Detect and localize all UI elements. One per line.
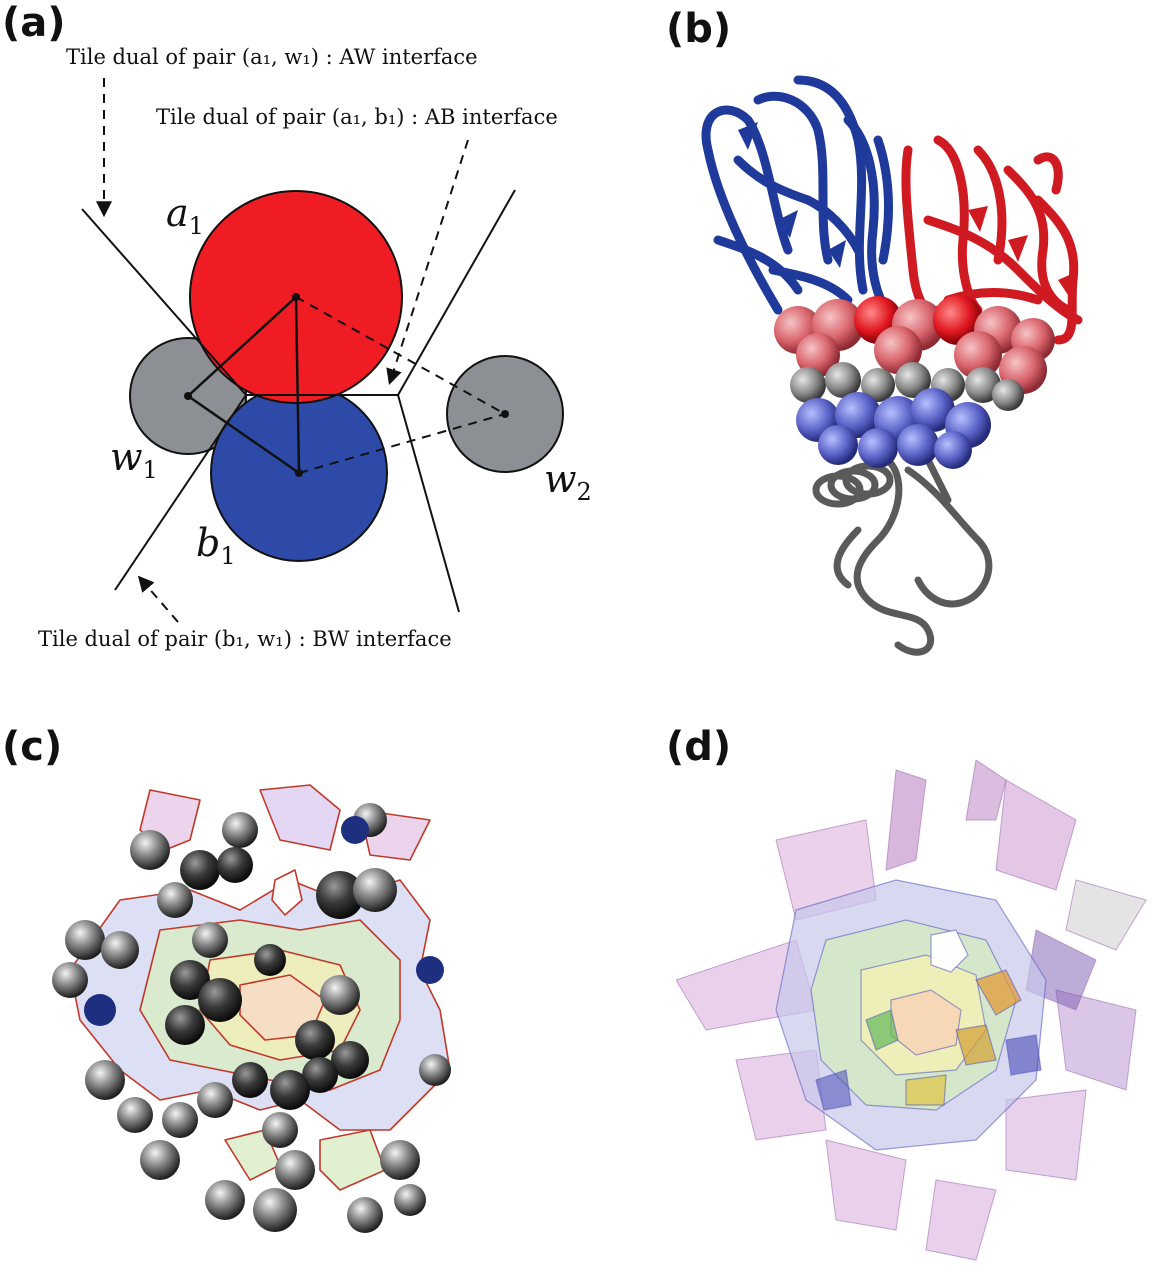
panel-label-d: (d) — [666, 724, 732, 770]
label-w2: w2 — [544, 457, 592, 506]
label-b1: b1 — [196, 521, 236, 570]
annotation-bw-interface: Tile dual of pair (b₁, w₁) : BW interfac… — [38, 627, 452, 651]
dual-edges — [187, 296, 301, 475]
label-w1: w1 — [110, 435, 158, 484]
panel-c-interface-surface — [52, 784, 451, 1233]
interface-atoms-spheres — [774, 295, 1055, 469]
blue-chain-ribbon — [701, 75, 893, 315]
panel-d-interface-tessellation — [676, 760, 1147, 1261]
gray-chain-ribbon — [812, 436, 993, 656]
panel-label-a: (a) — [2, 0, 66, 46]
outer-polygons — [676, 760, 1147, 1261]
annotation-aw-interface: Tile dual of pair (a₁, w₁) : AW interfac… — [66, 45, 478, 69]
panel-a-diagram: Tile dual of pair (a₁, w₁) : AW interfac… — [38, 45, 592, 651]
annotation-ab-interface: Tile dual of pair (a₁, b₁) : AB interfac… — [156, 105, 558, 129]
panel-label-b: (b) — [666, 6, 732, 52]
dual-edges-dashed — [295, 296, 506, 474]
water-spheres — [52, 803, 451, 1233]
label-a1: a1 — [166, 191, 204, 240]
blue-chain-arrows — [738, 122, 846, 268]
arrow-ab — [386, 139, 469, 386]
inner-polygons — [775, 879, 1047, 1151]
power-diagram-edges — [81, 189, 516, 613]
red-chain-arrows — [968, 206, 1076, 298]
atom-centers — [184, 293, 509, 477]
panel-b-protein-structure — [701, 75, 1083, 656]
panel-label-c: (c) — [2, 724, 63, 770]
arrow-bw — [137, 575, 179, 623]
